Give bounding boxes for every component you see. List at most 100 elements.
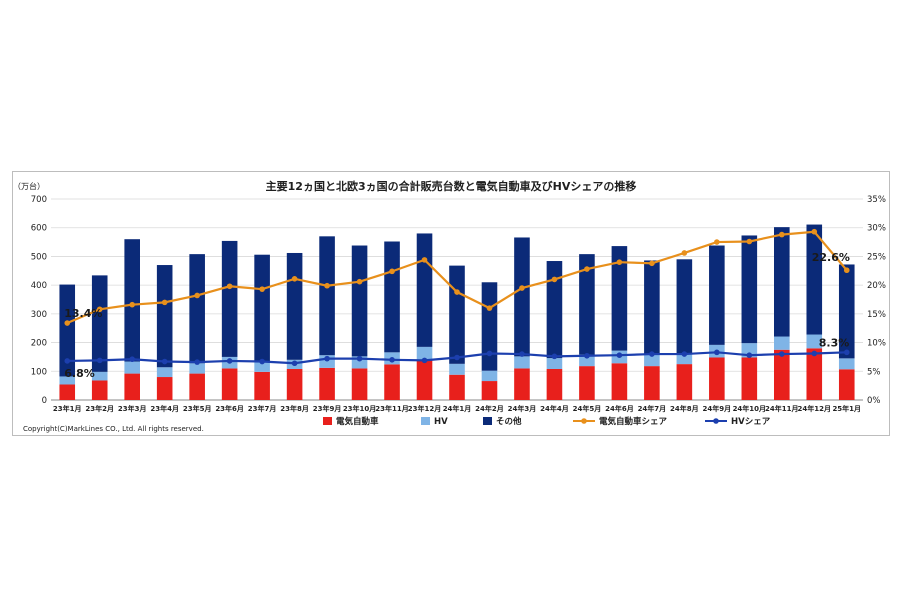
x-tick-label: 24年2月 <box>475 404 504 413</box>
point-電気自動車シェア <box>486 305 493 311</box>
point-HVシェア <box>714 349 720 356</box>
bar-電気自動車 <box>254 371 270 400</box>
point-電気自動車シェア <box>681 250 688 256</box>
point-HVシェア <box>421 357 428 364</box>
bar-HV <box>481 370 498 382</box>
bar-その他 <box>319 236 335 356</box>
bar-HV <box>644 354 660 367</box>
point-HVシェア <box>454 354 460 361</box>
bar-HV <box>59 376 76 385</box>
y-tick-label: 600 <box>31 224 47 234</box>
point-電気自動車シェア <box>584 266 590 272</box>
bar-電気自動車 <box>91 380 108 400</box>
legend-swatch <box>421 417 430 425</box>
bar-その他 <box>416 233 433 347</box>
x-tick-label: 23年9月 <box>313 404 342 413</box>
bar-その他 <box>286 252 303 360</box>
point-HVシェア <box>226 358 233 364</box>
point-電気自動車シェア <box>811 228 818 235</box>
x-tick-label: 23年8月 <box>280 404 309 413</box>
bar-電気自動車 <box>514 368 530 400</box>
bar-その他 <box>384 241 400 353</box>
legend-swatch <box>323 417 332 425</box>
bar-電気自動車 <box>156 377 173 400</box>
point-電気自動車シェア <box>746 238 753 245</box>
bar-その他 <box>221 240 238 357</box>
chart-frame: 主要12ヵ国と北欧3ヵ国の合計販売台数と電気自動車及びHVシェアの推移 （万台）… <box>12 171 890 436</box>
y2-tick-label: 25% <box>867 252 886 262</box>
annotation-label: 6.8% <box>64 367 95 380</box>
point-HVシェア <box>616 352 623 359</box>
point-電気自動車シェア <box>421 257 428 263</box>
bar-電気自動車 <box>286 368 303 400</box>
x-tick-label: 23年5月 <box>183 404 212 413</box>
annotations: 13.4% 6.8% 22.6% 8.3% <box>64 251 850 380</box>
y-tick-label: 200 <box>31 339 47 349</box>
x-axis: 23年1月 23年2月 23年3月 23年4月 23年5月 23年6月 23年7月 23年8月… <box>53 404 861 413</box>
point-HVシェア <box>551 353 558 360</box>
point-電気自動車シェア <box>259 286 265 292</box>
legend-marker <box>581 418 587 424</box>
y-tick-label: 0 <box>42 396 47 406</box>
bar-HV <box>514 356 530 369</box>
x-tick-label: 24年5月 <box>573 404 602 413</box>
point-HVシェア <box>324 355 330 362</box>
point-HVシェア <box>96 357 103 364</box>
y-axis-unit-label: （万台） <box>13 181 45 191</box>
point-HVシェア <box>811 350 818 357</box>
bar-その他 <box>481 282 498 371</box>
point-電気自動車シェア <box>226 283 233 290</box>
point-HVシェア <box>194 359 200 365</box>
x-tick-label: 24年6月 <box>605 404 634 413</box>
y-tick-label: 100 <box>31 367 47 377</box>
x-tick-label: 23年1月 <box>53 404 82 413</box>
point-電気自動車シェア <box>551 276 558 283</box>
point-HVシェア <box>746 352 753 359</box>
bar-その他 <box>514 237 530 357</box>
bar-電気自動車 <box>481 381 498 400</box>
bar-その他 <box>676 259 693 354</box>
bar-HV <box>124 361 140 374</box>
bar-HV <box>546 358 563 369</box>
x-tick-label: 23年2月 <box>85 404 114 413</box>
bar-その他 <box>189 254 205 364</box>
legend-label: 電気自動車シェア <box>599 416 668 427</box>
bar-電気自動車 <box>676 364 693 400</box>
y2-tick-label: 5% <box>867 367 881 377</box>
y2-tick-label: 15% <box>867 310 886 320</box>
x-tick-label: 24年11月 <box>765 404 798 413</box>
bar-その他 <box>774 227 790 337</box>
bar-HV <box>838 358 855 370</box>
bar-その他 <box>838 264 855 359</box>
x-tick-label: 23年7月 <box>248 404 277 413</box>
x-tick-label: 25年1月 <box>832 404 861 413</box>
point-HVシェア <box>584 352 590 359</box>
annotation-label: 13.4% <box>64 307 102 320</box>
bar-HV <box>416 346 433 360</box>
point-HVシェア <box>356 355 363 362</box>
point-電気自動車シェア <box>356 278 363 285</box>
point-電気自動車シェア <box>389 268 395 275</box>
legend-label: HV <box>434 417 448 427</box>
x-tick-label: 23年6月 <box>215 404 244 413</box>
bar-電気自動車 <box>416 359 433 400</box>
legend-label: その他 <box>496 416 522 427</box>
y2-tick-label: 0% <box>867 396 881 406</box>
x-tick-label: 24年12月 <box>798 404 831 413</box>
y-tick-label: 400 <box>31 281 47 291</box>
copyright-text: Copyright(C)MarkLines CO., Ltd. All righ… <box>23 425 204 433</box>
point-電気自動車シェア <box>96 306 103 313</box>
point-HVシェア <box>843 349 850 356</box>
bar-その他 <box>449 265 465 364</box>
bar-HV <box>449 363 465 375</box>
bar-その他 <box>741 235 758 344</box>
point-HVシェア <box>129 356 135 363</box>
bar-その他 <box>546 261 563 359</box>
bar-HV <box>676 353 693 365</box>
bar-電気自動車 <box>449 374 465 400</box>
point-電気自動車シェア <box>519 285 525 291</box>
point-HVシェア <box>779 351 785 357</box>
bar-電気自動車 <box>838 369 855 400</box>
legend-swatch <box>483 417 492 425</box>
legend-marker <box>713 418 719 424</box>
